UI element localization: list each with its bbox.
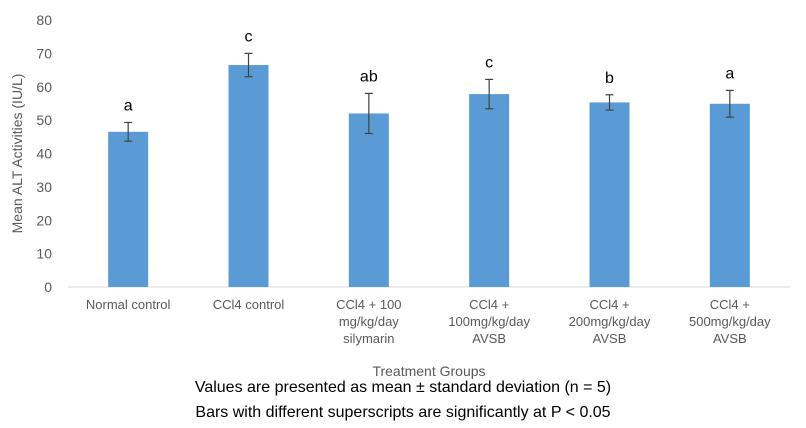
bar: [228, 65, 269, 288]
bars-group: a c ab c b a: [108, 28, 750, 288]
bar: [108, 131, 149, 287]
caption-line-2: Bars with different superscripts are sig…: [195, 404, 611, 421]
x-tick-label: Normal control: [86, 297, 171, 312]
significance-letter: a: [124, 97, 133, 114]
x-tick-label: CCl4 control: [213, 297, 285, 312]
significance-letter: c: [245, 28, 253, 45]
y-tick-label: 20: [36, 212, 52, 228]
y-axis-ticks: 0 10 20 30 40 50 60 70 80: [36, 12, 52, 295]
y-tick-label: 50: [36, 112, 52, 128]
significance-letter: b: [605, 70, 614, 87]
significance-letter: c: [485, 54, 493, 71]
y-tick-label: 80: [36, 12, 52, 28]
y-axis-label: Mean ALT Activities (IU/L): [9, 74, 25, 234]
caption-line-1: Values are presented as mean ± standard …: [194, 379, 612, 396]
x-tick-label: CCl4 + 100 mg/kg/day silymarin: [336, 297, 401, 346]
significance-letter: a: [725, 65, 734, 82]
x-axis-label: Treatment Groups: [372, 363, 485, 379]
y-tick-label: 40: [36, 146, 52, 162]
y-tick-label: 10: [36, 246, 52, 262]
bar: [348, 113, 389, 287]
bar: [589, 102, 630, 287]
x-axis-tick-labels: Normal control CCl4 control CCl4 + 100 mg/k…: [86, 297, 771, 346]
bar: [709, 103, 750, 288]
x-tick-label: CCl4 +500mg/kg/day AVSB: [689, 297, 771, 346]
y-tick-label: 30: [36, 179, 52, 195]
y-tick-label: 0: [44, 279, 52, 295]
x-tick-label: CCl4 +100mg/kg/day AVSB: [448, 297, 530, 346]
bar: [469, 94, 510, 287]
y-tick-label: 70: [36, 45, 52, 61]
significance-letter: ab: [360, 68, 378, 85]
y-tick-label: 60: [36, 79, 52, 95]
x-tick-label: CCl4 +200mg/kg/day AVSB: [569, 297, 651, 346]
